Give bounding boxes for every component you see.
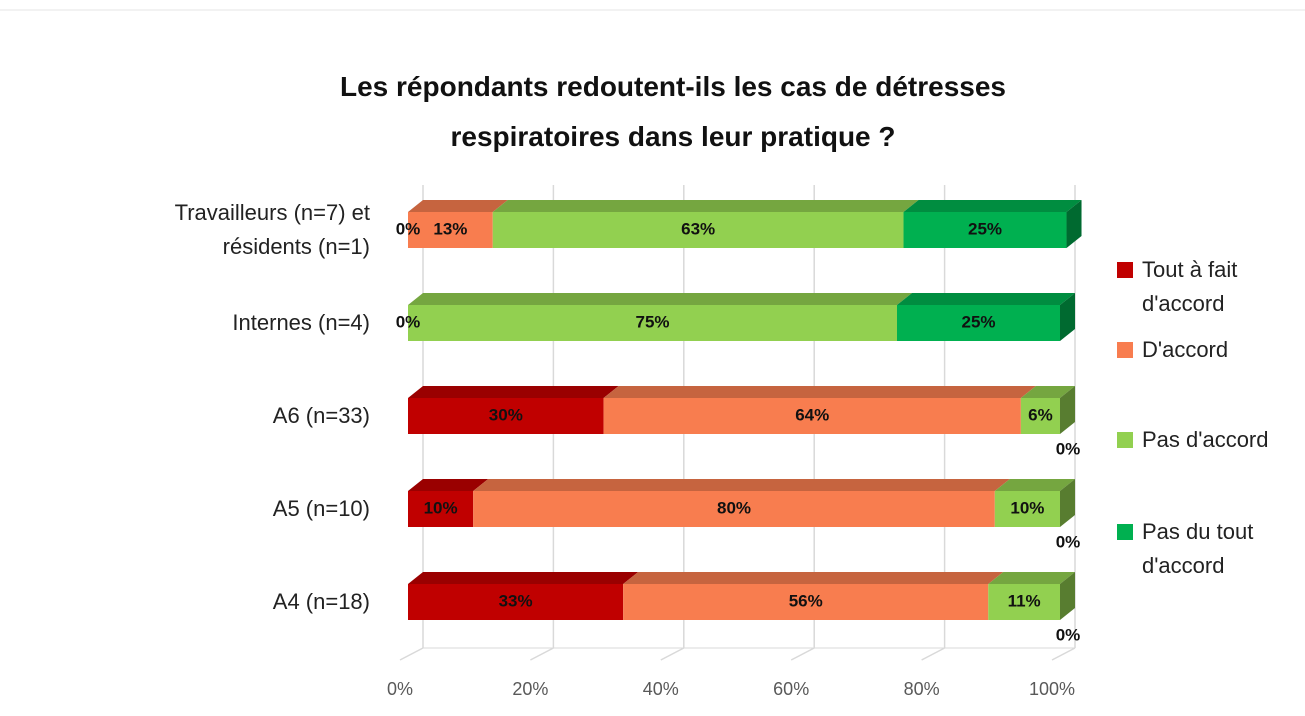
bar-top bbox=[603, 386, 1036, 398]
data-label: 0% bbox=[396, 219, 421, 238]
bar-top bbox=[623, 572, 1004, 584]
legend-swatch bbox=[1117, 342, 1133, 358]
legend-swatch bbox=[1117, 262, 1133, 278]
x-tick-label: 0% bbox=[387, 679, 413, 699]
data-label: 63% bbox=[681, 219, 715, 238]
bar bbox=[988, 584, 1060, 620]
data-label: 13% bbox=[433, 219, 467, 238]
legend-label: D'accord bbox=[1142, 337, 1229, 362]
bar-side bbox=[1060, 479, 1075, 527]
bar bbox=[994, 491, 1060, 527]
data-label: 11% bbox=[1008, 591, 1041, 610]
data-label: 80% bbox=[717, 498, 751, 517]
y-tick-label: A4 (n=18) bbox=[272, 589, 370, 614]
legend-swatch bbox=[1117, 432, 1133, 448]
bar-side bbox=[1060, 293, 1075, 341]
bar bbox=[408, 584, 624, 620]
bar-side bbox=[1060, 572, 1075, 620]
bar bbox=[623, 584, 989, 620]
bar bbox=[603, 398, 1021, 434]
legend-label: Pas d'accord bbox=[1142, 427, 1269, 452]
floor-line bbox=[790, 647, 815, 661]
x-tick-label: 20% bbox=[512, 679, 548, 699]
bar bbox=[473, 491, 995, 527]
data-label: 75% bbox=[635, 312, 669, 331]
data-label: 25% bbox=[968, 219, 1002, 238]
bar bbox=[408, 491, 474, 527]
bar bbox=[903, 212, 1067, 248]
floor-line bbox=[921, 647, 945, 661]
legend-label: Pas du tout d'accord bbox=[1142, 519, 1254, 578]
floor-line bbox=[399, 647, 424, 661]
data-label: 0% bbox=[396, 312, 421, 331]
data-label: 64% bbox=[795, 405, 829, 424]
bar-top bbox=[408, 293, 912, 305]
data-label: 10% bbox=[424, 498, 458, 517]
bar-top bbox=[988, 572, 1075, 584]
bar-top bbox=[408, 386, 619, 398]
bar-top bbox=[492, 200, 919, 212]
x-tick-label: 60% bbox=[773, 679, 809, 699]
bar-top bbox=[897, 293, 1075, 305]
y-tick-label: A6 (n=33) bbox=[272, 403, 370, 428]
bar bbox=[492, 212, 904, 248]
bar-top bbox=[408, 200, 508, 212]
chart-title: Les répondants redoutent-ils les cas de … bbox=[339, 71, 1006, 152]
bar-side bbox=[1066, 200, 1082, 248]
legend-label: Tout à fait d'accord bbox=[1142, 257, 1238, 316]
x-tick-label: 40% bbox=[643, 679, 679, 699]
bar-side bbox=[1060, 386, 1075, 434]
bar-top bbox=[473, 479, 1010, 491]
floor-line bbox=[660, 647, 685, 661]
data-label: 0% bbox=[1056, 532, 1081, 551]
y-tick-label: A5 (n=10) bbox=[272, 496, 370, 521]
bar-top bbox=[408, 479, 489, 491]
floor-line bbox=[530, 647, 554, 661]
data-label: 10% bbox=[1010, 498, 1044, 517]
bar bbox=[897, 305, 1060, 341]
x-tick-label: 80% bbox=[904, 679, 940, 699]
y-tick-label: Internes (n=4) bbox=[232, 310, 370, 335]
bar-top bbox=[903, 200, 1082, 212]
data-label: 33% bbox=[499, 591, 533, 610]
bar bbox=[408, 212, 493, 248]
floor-line bbox=[1051, 647, 1076, 661]
legend-swatch bbox=[1117, 524, 1133, 540]
data-label: 6% bbox=[1028, 405, 1053, 424]
data-label: 25% bbox=[961, 312, 995, 331]
data-label: 56% bbox=[789, 591, 823, 610]
data-label: 0% bbox=[1056, 439, 1081, 458]
bar-top bbox=[1020, 386, 1075, 398]
bar bbox=[1020, 398, 1060, 434]
x-tick-label: 100% bbox=[1029, 679, 1075, 699]
y-tick-label: Travailleurs (n=7) et résidents (n=1) bbox=[174, 200, 370, 259]
data-label: 0% bbox=[1056, 625, 1081, 644]
bar-top bbox=[408, 572, 639, 584]
data-label: 30% bbox=[489, 405, 523, 424]
bar bbox=[408, 305, 897, 341]
bar-top bbox=[994, 479, 1075, 491]
bar bbox=[408, 398, 604, 434]
